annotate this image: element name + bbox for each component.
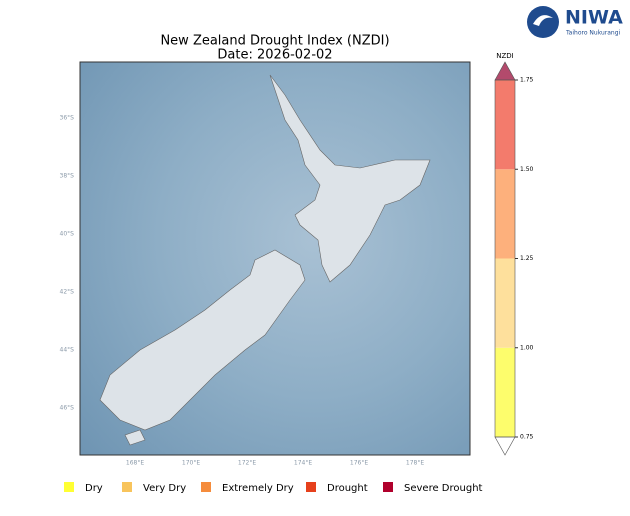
legend-swatch — [383, 482, 393, 492]
logo-mark — [527, 6, 559, 38]
subtitle: Date: 2026-02-02 — [217, 48, 332, 63]
legend-label: Dry — [85, 483, 103, 494]
legend-label: Extremely Dry — [222, 483, 294, 494]
logo: NIWA Taihoro Nukurangi — [527, 6, 623, 38]
colorbar-segment — [495, 169, 515, 259]
lat-label: 38°S — [60, 173, 75, 180]
legend-swatch — [64, 482, 74, 492]
colorbar-tick-label: 1.75 — [520, 77, 534, 84]
lat-label: 40°S — [60, 231, 75, 238]
lat-label: 36°S — [60, 115, 75, 122]
logo-text: NIWA — [565, 7, 623, 29]
map — [79, 61, 471, 456]
lon-label: 178°E — [406, 460, 424, 467]
stewart-island — [124, 429, 146, 446]
colorbar-segment — [495, 258, 515, 348]
logo-swirl — [533, 15, 553, 26]
title: New Zealand Drought Index (NZDI) — [160, 34, 389, 49]
lon-label: 176°E — [350, 460, 368, 467]
lon-label: 168°E — [126, 460, 144, 467]
lat-label: 46°S — [60, 405, 75, 412]
south-island — [99, 249, 306, 431]
lon-label: 174°E — [294, 460, 312, 467]
colorbar-label: NZDI — [496, 52, 514, 60]
legend-label: Severe Drought — [404, 483, 483, 494]
legend-label: Drought — [327, 483, 368, 494]
colorbar-tick-label: 1.25 — [520, 255, 534, 262]
legend-swatch — [306, 482, 316, 492]
lat-label: 42°S — [60, 289, 75, 296]
lon-label: 170°E — [182, 460, 200, 467]
north-island — [269, 74, 431, 283]
lon-label: 172°E — [238, 460, 256, 467]
colorbar-over — [494, 61, 516, 81]
colorbar-tick-label: 1.50 — [520, 166, 534, 173]
colorbar-tick-label: 0.75 — [520, 434, 534, 441]
logo-tagline: Taihoro Nukurangi — [565, 30, 621, 37]
colorbar-tick-label: 1.00 — [520, 344, 534, 351]
colorbar-segment — [495, 347, 515, 437]
legend-swatch — [122, 482, 132, 492]
lat-label: 44°S — [60, 347, 75, 354]
legend-swatch — [201, 482, 211, 492]
colorbar-under — [494, 436, 516, 456]
colorbar-segment — [495, 80, 515, 170]
legend-label: Very Dry — [143, 483, 186, 494]
